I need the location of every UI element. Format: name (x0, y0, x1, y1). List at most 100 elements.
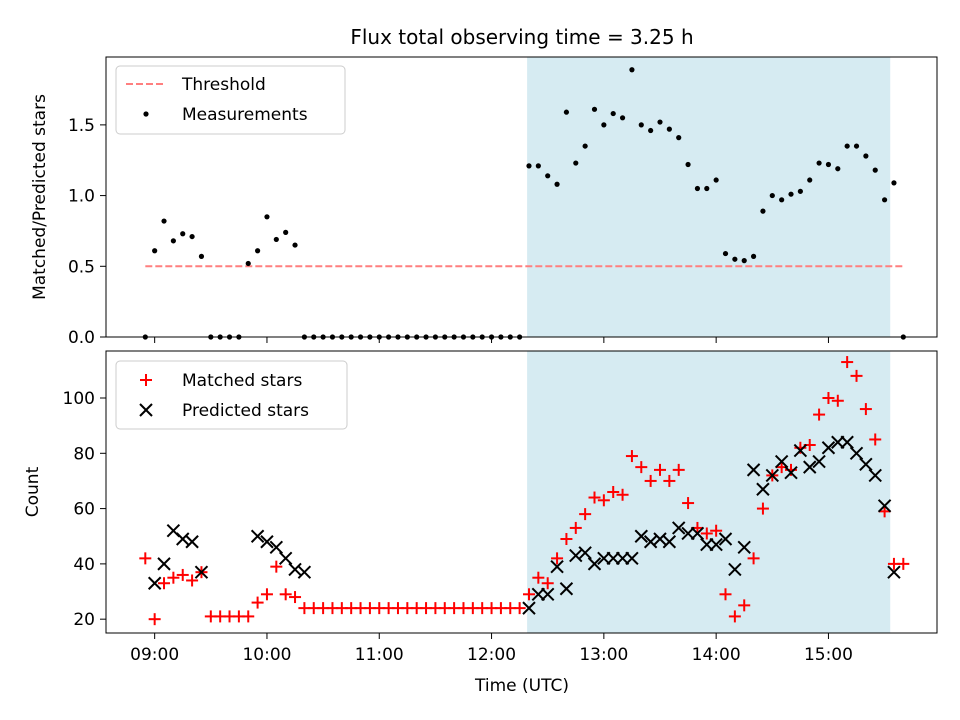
predicted-star-point (269, 540, 284, 555)
matched-star-point (616, 488, 629, 501)
measurement-point (283, 229, 289, 235)
measurement-point (685, 161, 691, 168)
measurement-point (292, 242, 298, 248)
measurement-point (844, 143, 850, 149)
bottom-y-tick-label: 60 (73, 500, 95, 520)
legend-measurements-label: Measurements (182, 105, 308, 125)
predicted-star-point (803, 460, 817, 474)
bottom-y-tick-label: 20 (73, 610, 95, 630)
matched-star-point (597, 494, 610, 507)
measurement-point (853, 143, 860, 149)
predicted-star-point (868, 468, 882, 483)
measurement-point (816, 160, 822, 166)
measurement-point (881, 197, 888, 203)
legend-threshold-label: Threshold (181, 75, 266, 95)
matched-star-point (251, 596, 264, 609)
measurement-point (694, 185, 701, 192)
bottom-observing-span (527, 351, 891, 633)
bottom-x-ticks: 09:00 10:00 11:00 12:00 13:00 14:00 15:00 (130, 633, 853, 665)
predicted-star-point (540, 587, 555, 602)
measurement-point (245, 260, 251, 267)
x-tick-label: 15:00 (804, 645, 853, 665)
matched-star-point (607, 486, 620, 498)
measurement-point (526, 163, 532, 169)
predicted-star-point (176, 532, 190, 546)
matched-star-point (831, 394, 844, 407)
measurement-point (582, 143, 588, 149)
measurement-point (535, 163, 541, 169)
x-tick-label: 14:00 (692, 645, 741, 665)
measurement-point (666, 126, 672, 132)
predicted-stars-layer (147, 435, 901, 615)
measurement-point (797, 188, 803, 194)
predicted-star-point (578, 546, 592, 560)
matched-star-point (859, 403, 872, 416)
predicted-star-point (550, 559, 564, 574)
predicted-star-point (849, 446, 864, 461)
predicted-star-point (653, 532, 667, 546)
matched-star-point (756, 502, 769, 515)
matched-star-point (279, 588, 292, 601)
predicted-star-point (859, 457, 873, 472)
x-tick-label: 09:00 (130, 645, 179, 665)
matched-star-point (672, 463, 685, 476)
matched-star-point (897, 557, 910, 570)
measurement-point (563, 109, 570, 115)
predicted-star-point (709, 537, 723, 552)
bottom-legend: Matched stars Predicted stars (115, 360, 348, 430)
predicted-star-point (887, 565, 901, 579)
matched-star-point (158, 577, 171, 590)
measurement-point (676, 135, 682, 141)
top-y-axis-label: Matched/Predicted stars (30, 94, 50, 300)
predicted-star-point (278, 551, 293, 566)
measurement-point (750, 253, 757, 259)
matched-star-point (644, 474, 657, 487)
measurement-point (591, 106, 598, 112)
matched-star-point (710, 524, 723, 537)
measurement-point (273, 236, 279, 243)
predicted-star-point (737, 540, 751, 555)
measurement-point (629, 67, 635, 73)
predicted-star-point (793, 443, 808, 458)
bottom-y-tick-label: 40 (73, 555, 95, 575)
bottom-y-axis-label: Count (23, 466, 43, 517)
matched-star-point (148, 613, 161, 626)
predicted-star-point (718, 532, 733, 546)
predicted-star-point (877, 499, 892, 513)
top-legend: Threshold Measurements (115, 65, 346, 135)
measurement-point (825, 161, 832, 168)
predicted-star-point (756, 482, 770, 496)
predicted-star-point (250, 529, 265, 543)
measurement-point (863, 153, 869, 159)
matched-star-point (289, 591, 302, 604)
predicted-star-point (625, 551, 639, 566)
top-y-tick-label: 0.5 (68, 257, 95, 277)
matched-star-point (728, 610, 741, 623)
bottom-y-ticks: 20 40 60 80 100 (63, 389, 106, 630)
matched-star-point (532, 571, 545, 584)
measurement-point (835, 166, 841, 172)
predicted-star-point (569, 548, 583, 563)
predicted-star-point (288, 562, 302, 577)
predicted-star-point (157, 557, 171, 571)
top-panel-frame (105, 56, 938, 338)
x-axis-label: Time (UTC) (474, 676, 569, 696)
bottom-panel-frame (105, 350, 938, 634)
measurement-point (872, 167, 878, 173)
matched-star-point (569, 521, 582, 534)
predicted-star-point (784, 465, 798, 480)
predicted-star-point (559, 582, 574, 596)
x-tick-label: 10:00 (242, 645, 291, 665)
predicted-star-point (728, 562, 742, 577)
predicted-star-point (812, 454, 826, 469)
top-x-ticks (154, 337, 829, 343)
measurement-point (657, 119, 663, 125)
measurement-point (704, 185, 710, 192)
matched-star-point (176, 568, 189, 581)
measurement-point (170, 238, 176, 244)
measurement-point (554, 181, 560, 187)
measurement-point (779, 197, 785, 203)
bottom-panel: 09:00 10:00 11:00 12:00 13:00 14:00 15:00 20 40… (23, 350, 938, 696)
predicted-star-point (672, 521, 686, 535)
